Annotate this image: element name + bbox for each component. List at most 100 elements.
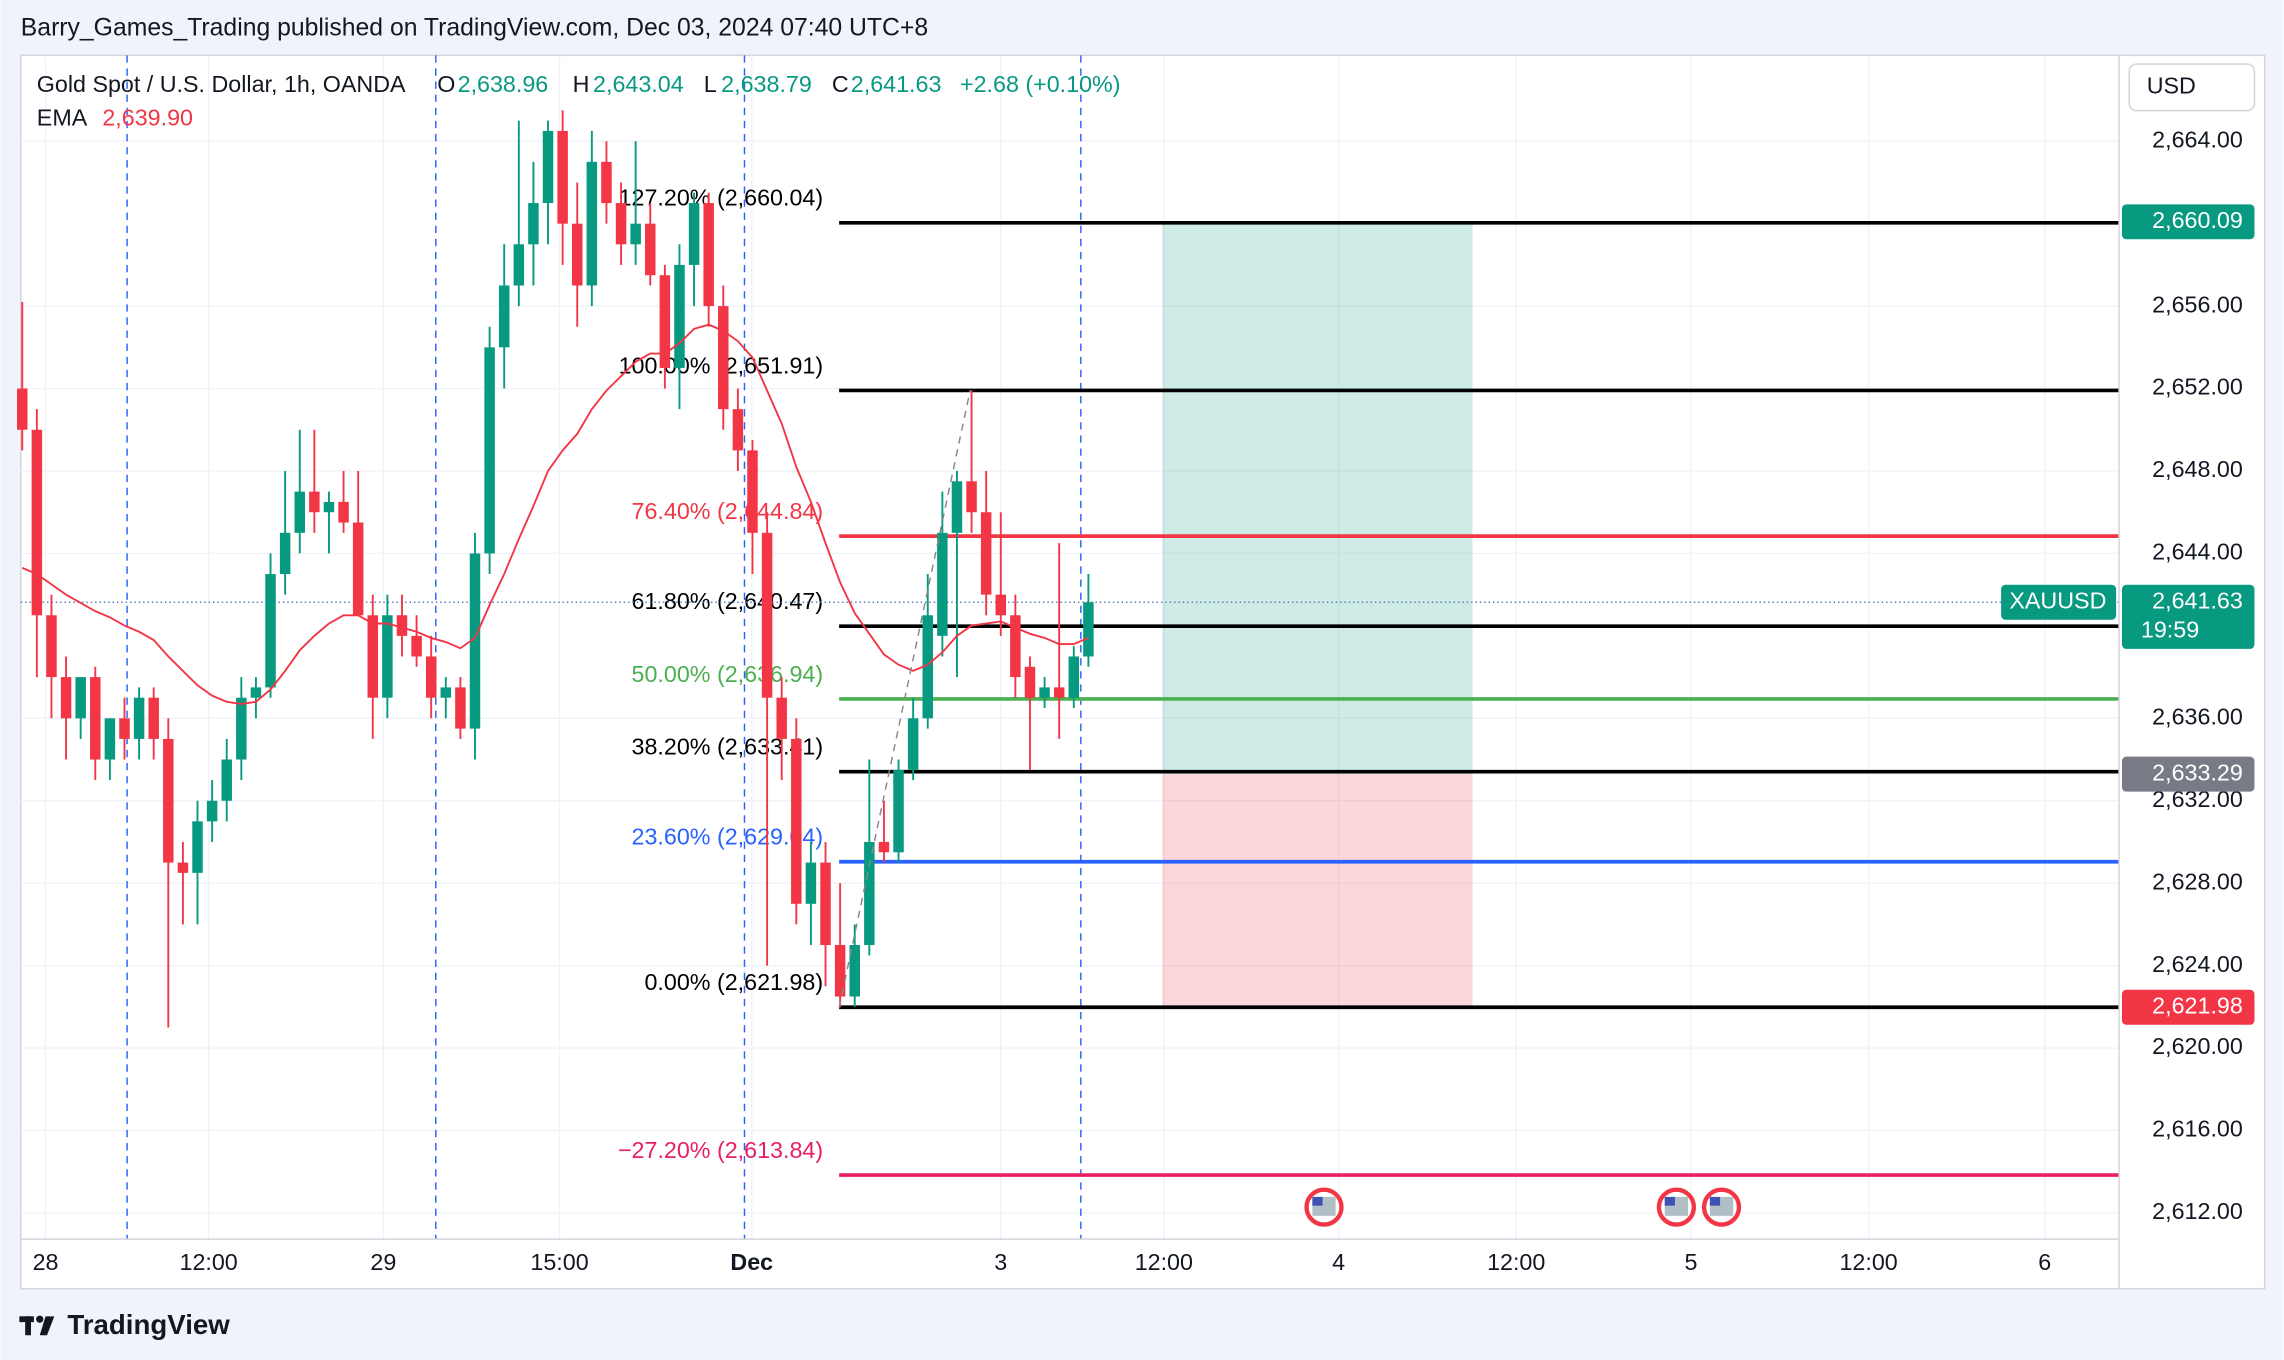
- candle-body: [659, 275, 671, 368]
- x-tick-label: 5: [1684, 1249, 1697, 1275]
- candle-body: [17, 388, 28, 430]
- candle-body: [104, 718, 116, 760]
- candle-body: [893, 769, 904, 853]
- candle-body: [250, 687, 262, 698]
- x-tick-label: 29: [370, 1249, 396, 1275]
- x-tick-label: 3: [994, 1249, 1007, 1275]
- y-tick-label: 2,620.00: [2152, 1033, 2243, 1059]
- candle-body: [907, 718, 919, 770]
- candle-body: [571, 223, 583, 286]
- candle-body: [163, 738, 174, 863]
- candle-body: [995, 594, 1007, 616]
- legend-close: 2,641.63: [851, 71, 942, 97]
- candle-body: [849, 945, 860, 997]
- publisher: Barry_Games_Trading published on Trading…: [21, 15, 928, 42]
- y-tick-label: 2,644.00: [2152, 539, 2243, 565]
- brand: TradingView: [67, 1309, 230, 1340]
- y-tick-label: 2,648.00: [2152, 456, 2243, 482]
- candle-body: [367, 615, 379, 698]
- candle-body: [557, 130, 568, 224]
- target-tag-label: 2,660.09: [2152, 207, 2243, 233]
- x-tick-label: 12:00: [1487, 1249, 1545, 1275]
- x-tick-label: 28: [33, 1249, 59, 1275]
- last-price-tag: [2121, 584, 2255, 649]
- y-tick-label: 2,616.00: [2152, 1116, 2243, 1142]
- legend-low: 2,638.79: [721, 71, 812, 97]
- candle-body: [1024, 666, 1036, 698]
- candle-body: [294, 491, 305, 533]
- candle-body: [937, 532, 948, 636]
- logo-part: [39, 1316, 55, 1336]
- candle-body: [236, 697, 247, 760]
- x-tick-label: 12:00: [1839, 1249, 1897, 1275]
- candle-body: [805, 862, 817, 904]
- candle-body: [980, 512, 992, 595]
- candle-body: [703, 203, 714, 307]
- candle-body: [411, 635, 422, 657]
- candle-body: [279, 532, 291, 575]
- x-tick-label: Dec: [730, 1249, 773, 1275]
- logo-part: [36, 1315, 44, 1323]
- y-tick-label: 2,624.00: [2152, 951, 2243, 977]
- candle-body: [1039, 687, 1050, 698]
- candle-body: [46, 615, 57, 678]
- legend-ema-value: 2,639.90: [102, 105, 193, 131]
- candle-body: [221, 759, 232, 801]
- candle-body: [776, 697, 787, 739]
- profit-zone: [1162, 221, 1473, 775]
- currency: USD: [2147, 73, 2196, 99]
- candle-body: [192, 821, 203, 873]
- x-tick-label: 12:00: [1135, 1249, 1193, 1275]
- y-tick-label: 2,652.00: [2152, 374, 2243, 400]
- legend-symbol: Gold Spot / U.S. Dollar, 1h, OANDA: [37, 71, 406, 97]
- candle-body: [455, 687, 466, 729]
- candle-body: [90, 677, 101, 760]
- legend-high: 2,643.04: [593, 71, 684, 97]
- candle-body: [1010, 615, 1021, 678]
- symbol-tag: [2001, 584, 2117, 620]
- candle-body: [469, 553, 481, 729]
- candle-body: [615, 203, 627, 245]
- legend-o: O: [437, 71, 455, 97]
- candle-body: [645, 223, 656, 276]
- candle-body: [133, 697, 145, 739]
- candle-body: [338, 501, 349, 523]
- y-tick-label: 2,664.00: [2152, 126, 2243, 152]
- candle-body: [864, 841, 875, 946]
- candle-body: [60, 677, 72, 719]
- candle-body: [425, 656, 437, 698]
- x-tick-label: 6: [2038, 1249, 2051, 1275]
- candle-body: [206, 800, 218, 822]
- candle-body: [718, 306, 729, 410]
- candle-body: [732, 409, 744, 451]
- y-tick-label: 2,656.00: [2152, 291, 2243, 317]
- candle-body: [922, 615, 933, 719]
- candle-body: [878, 841, 890, 853]
- x-tick-label: 4: [1332, 1249, 1345, 1275]
- fib-label: 50.00% (2,636.94): [632, 661, 824, 687]
- flag: [1312, 1196, 1323, 1206]
- candle-body: [265, 574, 276, 688]
- symbol-label: XAUUSD: [2009, 587, 2106, 613]
- candle-body: [601, 161, 612, 204]
- target-tag: [2121, 204, 2255, 240]
- stop-tag: [2121, 989, 2255, 1025]
- candle-body: [177, 862, 189, 873]
- candle-body: [31, 429, 43, 616]
- legend-change: +2.68 (+0.10%): [960, 71, 1121, 97]
- y-tick-label: 2,636.00: [2152, 703, 2243, 729]
- currency-button[interactable]: [2128, 63, 2256, 112]
- candle-body: [1068, 656, 1080, 698]
- fib-label: 0.00% (2,621.98): [644, 969, 823, 995]
- x-tick-label: 12:00: [180, 1249, 238, 1275]
- y-tick-label: 2,628.00: [2152, 868, 2243, 894]
- entry-tag-label: 2,633.29: [2152, 759, 2243, 785]
- candle-body: [966, 481, 977, 513]
- plot: 127.20% (2,660.04)100.00% (2,651.91)76.4…: [17, 110, 2120, 1177]
- candle-body: [440, 687, 452, 698]
- fib-label: 61.80% (2,640.47): [632, 588, 824, 614]
- candle-body: [1053, 687, 1065, 698]
- candle-body: [791, 738, 802, 904]
- loss-zone: [1162, 774, 1473, 1008]
